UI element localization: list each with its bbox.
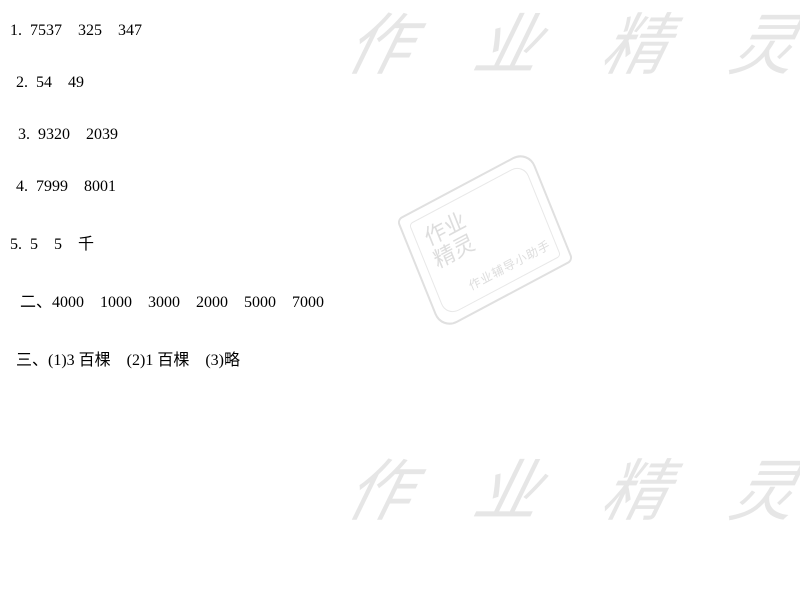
answer-line-2: 2. 54 49: [10, 74, 790, 92]
answer-line-6: 二、4000 1000 3000 2000 5000 7000: [10, 288, 790, 312]
answer-line-1: 1. 7537 325 347: [10, 22, 790, 40]
watermark-text: 作 业 精 灵: [338, 438, 800, 535]
answer-line-5: 5. 5 5 千: [10, 230, 790, 254]
answer-line-7: 三、(1)3 百棵 (2)1 百棵 (3)略: [10, 346, 790, 370]
watermark-bottom: 作 业 精 灵: [350, 440, 800, 532]
answer-line-4: 4. 7999 8001: [10, 178, 790, 196]
answer-line-3: 3. 9320 2039: [10, 126, 790, 144]
answer-content: 1. 7537 325 347 2. 54 49 3. 9320 2039 4.…: [0, 0, 800, 392]
